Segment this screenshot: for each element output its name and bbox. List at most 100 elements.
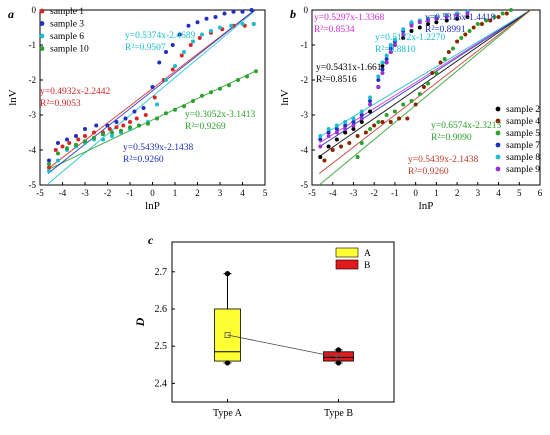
a-data-point — [209, 29, 213, 33]
b-data-point — [359, 116, 364, 121]
b-data-point — [343, 120, 348, 124]
panel-b-fit-lines — [318, 9, 531, 186]
b-x-tick-label: 5 — [517, 188, 522, 198]
a-data-point — [47, 169, 51, 173]
a-data-point — [186, 23, 191, 28]
a-legend-marker — [39, 33, 45, 39]
b-data-point — [339, 144, 344, 149]
a-data-point — [92, 135, 96, 140]
a-data-point — [155, 116, 159, 121]
a-data-point — [110, 130, 114, 135]
panel-a-fit-annotations: y=0.5374x-2.4689 R²=0.9507 y=0.4932x-2.244… — [40, 31, 256, 165]
a-data-point — [170, 43, 175, 47]
a-data-point — [164, 111, 168, 116]
panel-c-boxes — [214, 271, 354, 366]
panel-b: b lnP lnV -5 -4 -3 -2 -1 0 1 2 3 4 5 6 -5 -4 -3 -2 -1 0 s… — [279, 5, 543, 212]
a-data-point — [231, 9, 236, 14]
b-data-point — [318, 137, 323, 142]
b-data-point — [343, 123, 348, 128]
a-data-point — [65, 137, 69, 142]
b-data-point — [388, 46, 393, 51]
a-data-point — [197, 36, 202, 40]
a-data-point — [83, 127, 87, 131]
b-x-tick-label: 6 — [538, 188, 543, 198]
a-y-tick-label: -2 — [29, 75, 37, 85]
a-fit-line — [47, 10, 256, 185]
b-fit-equation: y=0.5431x-1.661 — [316, 63, 382, 73]
b-x-tick-label: 2 — [455, 188, 460, 198]
b-legend-label: sample 7 — [506, 141, 540, 151]
b-legend-label: sample 5 — [506, 129, 540, 139]
b-data-point — [347, 141, 352, 145]
a-data-point — [229, 23, 234, 28]
a-data-point — [83, 134, 87, 138]
b-data-point — [417, 25, 422, 30]
c-outlier-point — [224, 271, 231, 277]
b-data-point — [409, 23, 414, 28]
a-data-point — [94, 123, 99, 128]
b-data-point — [363, 130, 368, 135]
a-data-point — [67, 141, 72, 145]
b-legend-marker — [495, 142, 501, 148]
b-data-point — [401, 32, 406, 37]
c-mean-connector — [227, 334, 339, 358]
b-data-point — [392, 109, 397, 114]
b-fit-line — [318, 9, 531, 174]
c-x-tick-label: Type A — [213, 408, 243, 419]
b-data-point — [467, 29, 472, 33]
b-legend-label: sample 8 — [506, 153, 540, 163]
c-x-tick-label: Type B — [324, 408, 353, 419]
a-data-point — [240, 9, 245, 14]
c-mean-marker — [224, 332, 231, 338]
b-x-tick-label: 3 — [476, 188, 481, 198]
b-legend-marker — [495, 118, 501, 124]
a-x-tick-label: 2 — [195, 188, 200, 198]
panel-a: a lnP lnV -5 -4 -3 -2 -1 0 1 2 3 4 5 -5 -4 -3 -2 -1 0 sa… — [7, 5, 268, 212]
b-y-tick-label: -5 — [301, 180, 309, 190]
a-data-point — [128, 120, 132, 124]
a-legend-marker — [39, 8, 45, 14]
b-data-point — [376, 120, 381, 124]
a-data-point — [137, 123, 141, 128]
b-x-tick-label: 1 — [434, 188, 439, 198]
b-data-point — [405, 116, 410, 121]
b-x-tick-label: -5 — [308, 188, 316, 198]
c-y-tick-label: 2.7 — [155, 267, 168, 278]
b-fit-r2: R²=0.8516 — [316, 75, 357, 85]
b-data-point — [372, 123, 377, 128]
b-data-point — [326, 134, 331, 138]
panel-c-y-axis-label: D — [133, 317, 147, 327]
b-data-point — [334, 127, 339, 131]
b-data-point — [426, 18, 431, 23]
a-y-tick-label: 0 — [32, 5, 37, 15]
b-x-tick-label: -3 — [350, 188, 358, 198]
a-data-point — [179, 53, 184, 58]
a-data-point — [249, 8, 254, 12]
a-x-tick-label: 3 — [218, 188, 223, 198]
a-data-point — [101, 132, 105, 137]
a-data-point — [157, 60, 162, 65]
a-data-point — [60, 144, 65, 149]
a-legend-label: sample 6 — [50, 32, 84, 42]
b-data-point — [496, 15, 501, 19]
a-x-tick-label: 0 — [150, 188, 155, 198]
b-y-tick-label: -4 — [301, 145, 309, 155]
b-data-point — [484, 18, 489, 23]
a-data-point — [236, 78, 240, 82]
b-data-point — [434, 20, 439, 25]
a-data-point — [47, 162, 51, 166]
b-fit-line — [318, 9, 531, 157]
b-data-point — [421, 85, 426, 89]
a-fit-equation: y=0.4932x-2.2442 — [40, 87, 111, 97]
b-fit-r2: R²=0.9260 — [408, 167, 449, 177]
b-data-point — [446, 50, 451, 54]
b-data-point — [459, 36, 464, 40]
a-data-point — [101, 137, 105, 142]
b-data-point — [343, 130, 348, 135]
a-data-point — [65, 146, 69, 151]
a-y-tick-label: -3 — [29, 110, 37, 120]
panel-c: c D 2.4 2.5 2.6 2.7 Type A Type B AB — [133, 233, 395, 419]
a-data-point — [182, 50, 186, 54]
a-data-point — [134, 116, 139, 121]
